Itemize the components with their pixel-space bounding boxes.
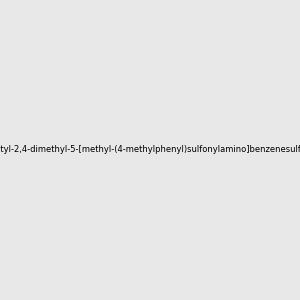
Text: N-tert-butyl-2,4-dimethyl-5-[methyl-(4-methylphenyl)sulfonylamino]benzenesulfona: N-tert-butyl-2,4-dimethyl-5-[methyl-(4-m… <box>0 146 300 154</box>
